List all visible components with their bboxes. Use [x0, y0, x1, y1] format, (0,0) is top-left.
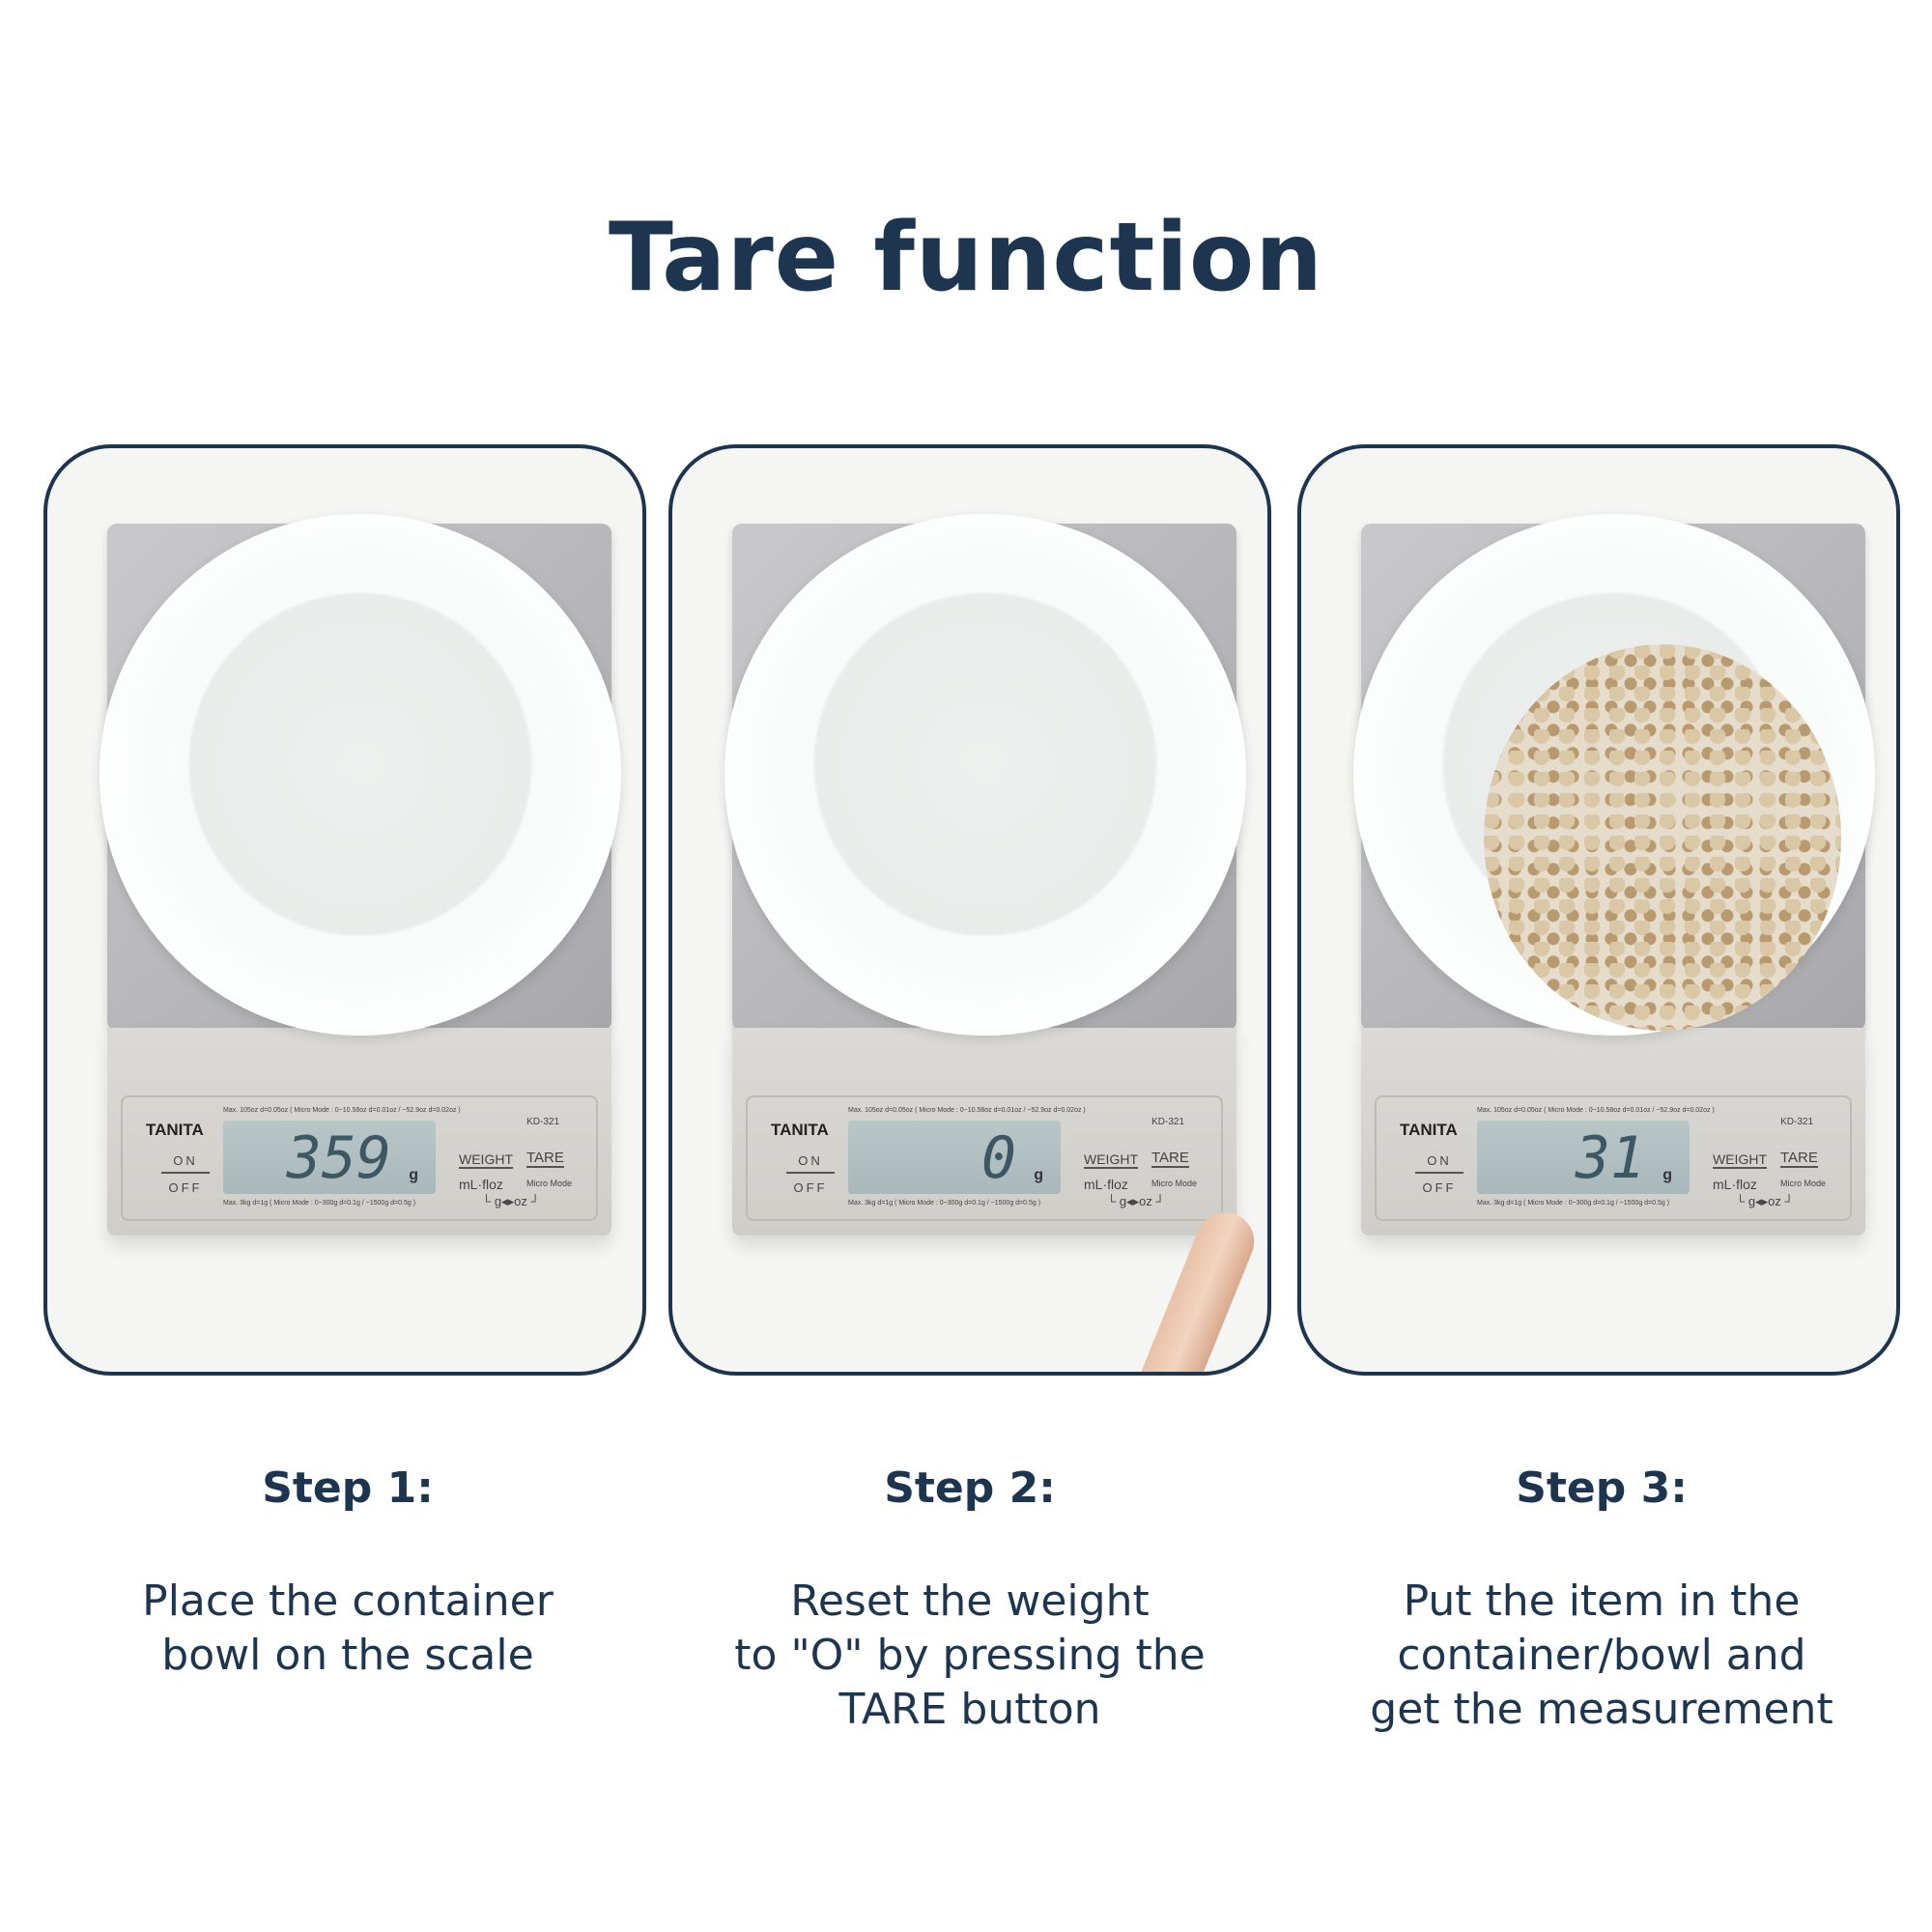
description-line: get the measurement: [1370, 1685, 1833, 1734]
description-line: to "O" by pressing the: [734, 1631, 1206, 1680]
brand-logo: TANITA: [1400, 1121, 1458, 1139]
tare-button[interactable]: TARE: [526, 1150, 564, 1168]
weight-button[interactable]: WEIGHT: [459, 1151, 513, 1169]
unit-toggle-label: └ g◂▸oz ┘: [1736, 1194, 1794, 1208]
scale-control-panel: Max. 105oz d=0.05oz ( Micro Mode : 0~10.…: [746, 1095, 1223, 1221]
step-2-description: Reset the weight to "O" by pressing the TA…: [641, 1575, 1298, 1737]
bowl: [1353, 514, 1875, 1036]
on-button[interactable]: ON: [786, 1153, 835, 1174]
description-line: Place the container: [142, 1577, 554, 1626]
description-line: container/bowl and: [1397, 1631, 1806, 1680]
ml-floz-label: mL·floz: [1713, 1177, 1757, 1192]
capacity-text: Max. 105oz d=0.05oz ( Micro Mode : 0~10.…: [1477, 1107, 1715, 1114]
model-label: KD-321: [1780, 1117, 1813, 1127]
lcd-display: 0 g: [848, 1121, 1061, 1194]
capacity-text: Max. 105oz d=0.05oz ( Micro Mode : 0~10.…: [223, 1107, 461, 1114]
on-button[interactable]: ON: [161, 1153, 210, 1174]
step-1-image-card: Max. 105oz d=0.05oz ( Micro Mode : 0~10.…: [43, 444, 646, 1376]
capacity-text: Max. 3kg d=1g ( Micro Mode : 0~300g d=0.…: [848, 1200, 1041, 1207]
weight-button[interactable]: WEIGHT: [1084, 1151, 1138, 1169]
scale-base: Max. 105oz d=0.05oz ( Micro Mode : 0~10.…: [1361, 1028, 1865, 1236]
unit-toggle-label: └ g◂▸oz ┘: [482, 1194, 540, 1208]
micro-mode-label: Micro Mode: [1151, 1179, 1198, 1188]
scale-base: Max. 105oz d=0.05oz ( Micro Mode : 0~10.…: [732, 1028, 1236, 1236]
lcd-display: 31 g: [1477, 1121, 1690, 1194]
step-1-description: Place the container bowl on the scale: [19, 1575, 676, 1683]
weight-reading: 31: [1575, 1124, 1645, 1192]
step-2-image-card: Max. 105oz d=0.05oz ( Micro Mode : 0~10.…: [668, 444, 1271, 1376]
off-label: OFF: [793, 1180, 828, 1195]
bowl: [724, 514, 1246, 1036]
micro-mode-label: Micro Mode: [1780, 1179, 1827, 1188]
model-label: KD-321: [526, 1117, 559, 1127]
capacity-text: Max. 3kg d=1g ( Micro Mode : 0~300g d=0.…: [223, 1200, 416, 1207]
tare-button[interactable]: TARE: [1780, 1150, 1818, 1168]
brand-logo: TANITA: [146, 1121, 204, 1139]
model-label: KD-321: [1151, 1117, 1184, 1127]
off-label: OFF: [168, 1180, 203, 1195]
micro-mode-label: Micro Mode: [526, 1179, 573, 1188]
scale-control-panel: Max. 105oz d=0.05oz ( Micro Mode : 0~10.…: [1375, 1095, 1852, 1221]
step-1-label: Step 1:: [262, 1463, 434, 1513]
unit-label: g: [1662, 1167, 1672, 1183]
weight-reading: 359: [286, 1124, 391, 1192]
ml-floz-label: mL·floz: [1084, 1177, 1128, 1192]
unit-toggle-label: └ g◂▸oz ┘: [1107, 1194, 1165, 1208]
step-2-label: Step 2:: [884, 1463, 1056, 1513]
unit-label: g: [1034, 1167, 1043, 1183]
step-3-label: Step 3:: [1516, 1463, 1688, 1513]
off-label: OFF: [1422, 1180, 1457, 1195]
bowl: [99, 514, 621, 1036]
page-title: Tare function: [608, 203, 1324, 313]
capacity-text: Max. 3kg d=1g ( Micro Mode : 0~300g d=0.…: [1477, 1200, 1670, 1207]
lcd-display: 359 g: [223, 1121, 436, 1194]
step-3-description: Put the item in the container/bowl and get…: [1273, 1575, 1930, 1737]
unit-label: g: [409, 1167, 418, 1183]
description-line: bowl on the scale: [161, 1631, 534, 1680]
description-line: Put the item in the: [1403, 1577, 1801, 1626]
brand-logo: TANITA: [771, 1121, 829, 1139]
description-line: Reset the weight: [790, 1577, 1150, 1626]
weight-reading: 0: [980, 1124, 1016, 1192]
description-line: TARE button: [838, 1685, 1101, 1734]
scale-base: Max. 105oz d=0.05oz ( Micro Mode : 0~10.…: [107, 1028, 611, 1236]
cereal: [1484, 644, 1841, 1031]
ml-floz-label: mL·floz: [459, 1177, 503, 1192]
step-3-image-card: Max. 105oz d=0.05oz ( Micro Mode : 0~10.…: [1297, 444, 1900, 1376]
scale-control-panel: Max. 105oz d=0.05oz ( Micro Mode : 0~10.…: [121, 1095, 598, 1221]
tare-button[interactable]: TARE: [1151, 1150, 1189, 1168]
weight-button[interactable]: WEIGHT: [1713, 1151, 1767, 1169]
on-button[interactable]: ON: [1415, 1153, 1463, 1174]
capacity-text: Max. 105oz d=0.05oz ( Micro Mode : 0~10.…: [848, 1107, 1086, 1114]
